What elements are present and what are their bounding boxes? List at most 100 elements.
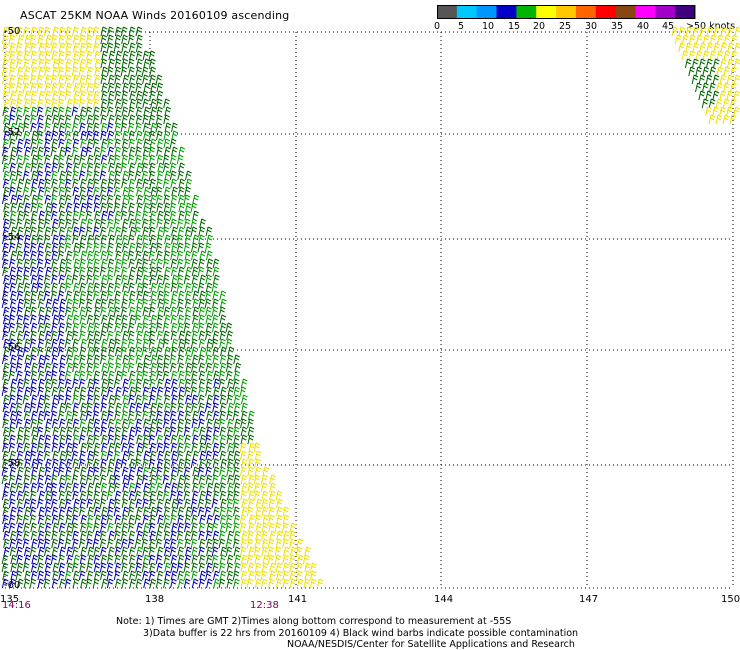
wind-barb (66, 362, 74, 373)
wind-barb (122, 218, 129, 229)
wind-barb (170, 418, 177, 429)
wind-barb (2, 226, 10, 237)
wind-barb (136, 234, 143, 245)
wind-barb (177, 226, 185, 237)
colorbar-swatch (476, 5, 498, 19)
wind-barb (729, 98, 737, 109)
wind-barb (134, 514, 142, 525)
wind-barb (275, 490, 283, 501)
wind-barb (107, 362, 115, 373)
wind-barb (30, 530, 38, 541)
wind-barb (282, 562, 290, 573)
wind-barb (43, 290, 51, 301)
wind-barb (128, 514, 136, 525)
wind-barb (260, 482, 268, 493)
wind-barb (190, 242, 198, 253)
wind-barb (120, 530, 128, 541)
wind-barb (58, 234, 66, 245)
wind-barb (23, 50, 31, 61)
wind-barb (205, 458, 213, 469)
wind-barb (23, 154, 30, 165)
wind-barb (64, 338, 72, 349)
wind-barb (220, 498, 227, 509)
wind-barb (157, 450, 164, 461)
wind-barb (120, 258, 128, 269)
wind-barb (156, 314, 164, 325)
wind-barb (177, 362, 185, 373)
wind-barb (23, 194, 30, 205)
wind-barb (108, 170, 116, 181)
wind-barb (86, 434, 94, 445)
wind-barb (198, 394, 205, 405)
wind-barb (205, 474, 213, 485)
wind-barb (178, 458, 185, 469)
wind-barb (114, 74, 121, 85)
wind-barb (129, 314, 136, 325)
wind-barb (127, 154, 135, 165)
wind-barb (52, 450, 59, 461)
wind-barb (206, 522, 214, 533)
wind-barb (3, 122, 11, 133)
wind-barb (157, 298, 165, 309)
wind-barb (23, 106, 30, 117)
wind-barb (169, 474, 177, 485)
wind-barb (122, 250, 129, 261)
wind-barb (239, 442, 247, 453)
wind-barb (185, 506, 193, 517)
wind-barb (44, 474, 52, 485)
wind-barb (106, 250, 114, 261)
wind-barb (692, 42, 699, 53)
wind-barb (113, 266, 121, 277)
wind-barb (184, 418, 192, 429)
wind-barb (45, 346, 53, 357)
wind-barb (93, 546, 101, 557)
wind-barb (58, 442, 66, 453)
wind-barb (80, 250, 88, 261)
wind-barb (106, 570, 114, 581)
wind-barb (127, 186, 135, 197)
wind-barb (108, 114, 115, 125)
wind-barb (135, 114, 143, 125)
wind-barb (10, 194, 17, 205)
wind-barb (45, 34, 53, 45)
wind-barb (135, 122, 142, 133)
wind-barb (57, 162, 65, 173)
wind-barb (94, 210, 101, 221)
wind-barb (36, 450, 44, 461)
wind-barb (37, 322, 45, 333)
wind-barb (198, 410, 206, 421)
wind-barb (162, 154, 170, 165)
wind-barb (30, 122, 37, 133)
wind-barb (38, 178, 45, 189)
wind-barb (255, 522, 263, 533)
wind-barb (72, 322, 80, 333)
wind-barb (178, 202, 186, 213)
wind-barb (162, 258, 170, 269)
lon-label-150: 150 (721, 594, 740, 605)
wind-barb (142, 466, 150, 477)
wind-barb (101, 90, 108, 101)
wind-barb (79, 562, 86, 573)
wind-barb (92, 114, 100, 125)
wind-barb (92, 450, 100, 461)
wind-barb (156, 106, 163, 117)
wind-barb (92, 242, 100, 253)
wind-barb (66, 506, 73, 517)
wind-barb (23, 474, 31, 485)
wind-barb (22, 394, 30, 405)
wind-barb (86, 498, 94, 509)
wind-barb (94, 34, 102, 45)
wind-barb (78, 370, 86, 381)
wind-barb (2, 434, 10, 445)
wind-barb (169, 210, 177, 221)
wind-barb (57, 330, 65, 341)
wind-barb (135, 258, 143, 269)
wind-barb (24, 34, 32, 45)
wind-barb (240, 394, 248, 405)
wind-barb (64, 402, 72, 413)
time-label-1238: 12:38 (250, 600, 279, 611)
wind-barb (674, 34, 682, 45)
wind-barb (176, 234, 184, 245)
wind-barb (149, 66, 156, 77)
wind-barb (289, 562, 296, 573)
